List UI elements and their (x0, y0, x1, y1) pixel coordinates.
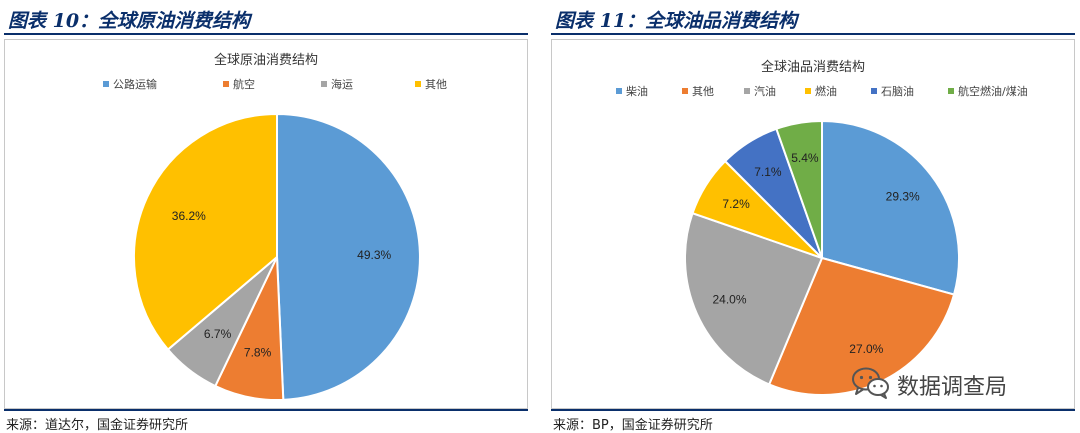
legend-label: 燃油 (815, 84, 837, 98)
chart-area: 全球原油消费结构公路运输 航空 海运 其他 49.3% 7.8% 6.7% 36.2% (4, 39, 528, 409)
legend-item: 航空燃油/煤油 (948, 84, 1028, 98)
chart-title: 全球原油消费结构 (214, 52, 318, 68)
legend-swatch (415, 81, 421, 87)
data-label: 7.2% (722, 197, 750, 211)
legend-item: 石脑油 (871, 84, 914, 98)
data-label: 5.4% (791, 151, 819, 165)
legend-swatch (948, 88, 954, 94)
legend-label: 海运 (331, 77, 353, 91)
legend-label: 其他 (692, 85, 714, 98)
legend-label: 其他 (425, 78, 447, 91)
legend-label: 公路运输 (113, 77, 157, 91)
pie-slice (133, 112, 278, 351)
data-label: 27.0% (849, 342, 883, 356)
legend-item: 柴油 (616, 84, 648, 98)
legend-item: 公路运输 (103, 77, 157, 91)
legend-swatch (744, 88, 750, 94)
legend-swatch (223, 81, 229, 87)
data-label: 7.8% (244, 345, 272, 359)
data-label: 7.1% (754, 165, 782, 179)
data-label: 36.2% (172, 209, 206, 223)
source-note: 来源：道达尔，国金证券研究所 (6, 418, 189, 433)
chart-area: 全球油品消费结构柴油 其他 汽油 燃油 石脑油 航空燃油/煤油 29.3% 27.0% 24.0… (551, 39, 1075, 409)
pie-slice (775, 119, 823, 259)
figure-title: 图表 11：全球油品消费结构 (555, 10, 798, 32)
pie-slice (276, 112, 421, 401)
data-label: 29.3% (886, 190, 920, 204)
legend-item: 其他 (415, 78, 447, 91)
wechat-icon (852, 367, 889, 399)
figure-title: 图表 10：全球原油消费结构 (8, 10, 251, 32)
legend-swatch (616, 88, 622, 94)
title-divider (4, 33, 528, 35)
legend-item: 航空 (223, 77, 255, 91)
legend-label: 汽油 (754, 84, 776, 98)
legend-swatch (682, 88, 688, 94)
chart-title: 全球油品消费结构 (761, 59, 865, 75)
legend-swatch (103, 81, 109, 87)
data-label: 6.7% (204, 327, 232, 341)
data-label: 49.3% (357, 248, 391, 262)
legend-label: 航空 (233, 77, 255, 91)
bottom-divider (4, 409, 528, 411)
pie-slice (821, 119, 960, 296)
legend-label: 柴油 (626, 84, 648, 98)
pie-slice (684, 211, 824, 386)
legend-item: 燃油 (805, 84, 837, 98)
title-divider (551, 33, 1075, 35)
source-note: 来源：BP，国金证券研究所 (553, 418, 713, 433)
watermark-text: 数据调查局 (897, 375, 1008, 400)
legend-swatch (871, 88, 877, 94)
legend-item: 海运 (321, 77, 353, 91)
legend-item: 其他 (682, 85, 714, 98)
watermark: 数据调查局 (851, 364, 1051, 404)
legend-swatch (805, 88, 811, 94)
data-label: 24.0% (712, 292, 746, 306)
legend-item: 汽油 (744, 84, 776, 98)
bottom-divider (551, 409, 1075, 411)
legend-label: 石脑油 (881, 84, 914, 98)
legend-swatch (321, 81, 327, 87)
legend-label: 航空燃油/煤油 (958, 84, 1028, 98)
